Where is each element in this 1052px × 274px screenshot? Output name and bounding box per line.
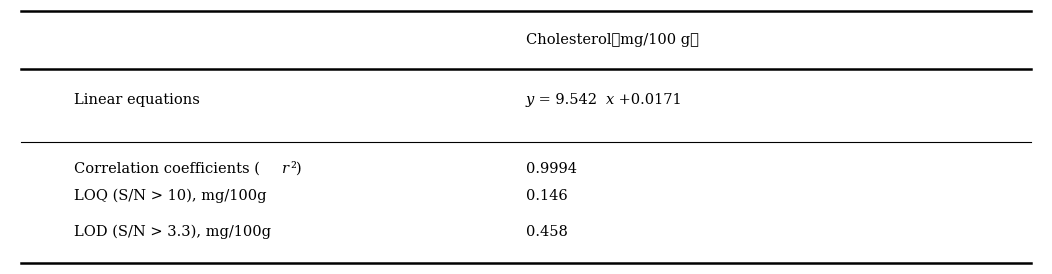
Text: y: y [526, 93, 534, 107]
Text: LOD (S/N > 3.3), mg/100g: LOD (S/N > 3.3), mg/100g [74, 224, 270, 239]
Text: x: x [606, 93, 614, 107]
Text: ²): ²) [290, 161, 302, 176]
Text: 0.146: 0.146 [526, 189, 568, 203]
Text: r: r [282, 161, 289, 176]
Text: +0.0171: +0.0171 [614, 93, 682, 107]
Text: Correlation coefficients (: Correlation coefficients ( [74, 161, 260, 176]
Text: Linear equations: Linear equations [74, 93, 200, 107]
Text: 0.9994: 0.9994 [526, 161, 576, 176]
Text: LOQ (S/N > 10), mg/100g: LOQ (S/N > 10), mg/100g [74, 189, 266, 203]
Text: 0.458: 0.458 [526, 224, 568, 239]
Text: = 9.542: = 9.542 [534, 93, 602, 107]
Text: Cholesterol（mg/100 g）: Cholesterol（mg/100 g） [526, 33, 699, 47]
